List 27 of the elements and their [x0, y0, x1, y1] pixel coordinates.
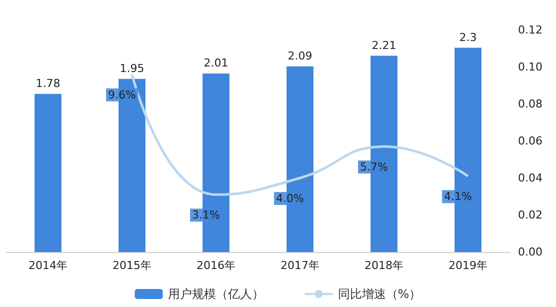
data-label: 9.6%: [108, 88, 136, 102]
legend-label: 同比增速（%）: [338, 287, 422, 301]
x-tick-label: 2017年: [280, 259, 320, 272]
data-label: 5.7%: [360, 160, 388, 174]
y2-tick-label: 0.02: [518, 208, 542, 222]
y2-tick-label: 0.08: [518, 98, 542, 110]
bar: [34, 94, 62, 252]
data-label: 1.95: [120, 62, 144, 75]
y2-tick-label: 0.06: [518, 134, 542, 148]
data-label: 2.21: [372, 38, 396, 52]
data-label: 2.01: [204, 56, 228, 70]
y2-tick-label: 0.12: [518, 24, 542, 36]
x-tick-label: 2019年: [448, 259, 488, 272]
x-tick-label: 2015年: [112, 259, 152, 272]
data-label: 4.0%: [276, 192, 304, 205]
y2-tick-label: 0.10: [518, 60, 542, 74]
x-tick-label: 2014年: [28, 259, 68, 272]
data-label: 1.78: [36, 76, 60, 90]
data-label: 4.1%: [444, 190, 472, 204]
legend-label: 用户规模（亿人）: [168, 287, 264, 301]
y2-tick-label: 0.00: [518, 246, 542, 258]
data-label: 2.3: [459, 30, 477, 44]
y2-tick-label: 0.04: [518, 172, 542, 184]
x-tick-label: 2016年: [196, 259, 236, 272]
data-label: 3.1%: [192, 208, 220, 222]
data-label: 2.09: [288, 49, 312, 62]
x-tick-label: 2018年: [364, 259, 404, 272]
